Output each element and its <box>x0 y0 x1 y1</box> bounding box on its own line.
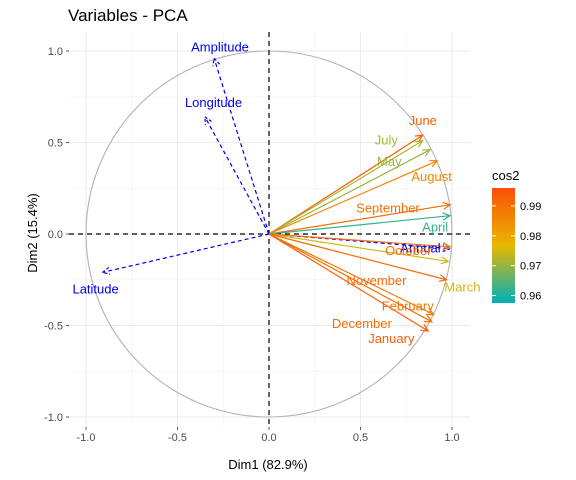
var-february-arrow-shaft <box>268 233 434 316</box>
var-label-april: April <box>422 220 448 235</box>
var-january-arrow-head <box>420 323 430 332</box>
var-label-march: March <box>444 279 480 294</box>
var-june-arrow-shaft <box>268 134 424 235</box>
var-september-arrow-head <box>442 201 452 210</box>
var-july-arrow-head <box>414 139 424 148</box>
supp-longitude-arrow <box>204 115 270 235</box>
var-label-june: June <box>409 113 437 128</box>
var-september-arrow <box>268 201 452 235</box>
y-axis-label: Dim2 (15.4%) <box>25 193 40 272</box>
var-april-arrow <box>268 212 452 235</box>
var-label-january: January <box>368 331 415 346</box>
var-june-arrow <box>268 134 424 235</box>
chart-title: Variables - PCA <box>68 6 188 25</box>
x-tick-label: 1.0 <box>444 432 459 444</box>
supp-longitude-arrow-head <box>204 115 212 125</box>
var-label-august: August <box>411 169 452 184</box>
supp-amplitude-arrow <box>212 57 270 235</box>
y-tick-label: -1.0 <box>44 412 63 424</box>
cos2-legend: cos2 0.96 0.97 0.98 0.99 <box>492 168 541 303</box>
x-axis-label: Dim1 (82.9%) <box>228 457 307 472</box>
legend-tick-label: 0.98 <box>520 231 541 243</box>
y-tick-label: 1.0 <box>48 46 63 58</box>
var-february-arrow-head <box>425 307 435 316</box>
var-january-arrow-shaft <box>268 233 429 332</box>
var-label-may: May <box>377 154 402 169</box>
legend-tick-label: 0.99 <box>520 201 541 213</box>
supp-amplitude-arrow-shaft <box>213 58 270 235</box>
var-march-arrow-shaft <box>268 233 449 263</box>
supp-latitude-arrow-head <box>101 266 111 275</box>
var-august-arrow-head <box>429 159 439 168</box>
var-may-arrow-head <box>422 149 432 157</box>
var-november-arrow-shaft <box>268 233 447 281</box>
var-march-arrow-head <box>440 256 450 265</box>
legend-colorbar <box>492 188 515 303</box>
var-august-arrow <box>268 159 439 235</box>
var-july-arrow <box>268 139 424 235</box>
x-tick-label: 0.0 <box>261 432 276 444</box>
y-tick-label: -0.5 <box>44 321 63 333</box>
var-december-arrow <box>268 233 434 323</box>
x-tick-label: 0.5 <box>353 432 368 444</box>
supp-latitude-arrow <box>101 233 270 275</box>
var-june-arrow-head <box>414 134 424 143</box>
var-august-arrow-shaft <box>268 160 438 235</box>
var-april-arrow-head <box>442 212 452 221</box>
legend-tick-label: 0.96 <box>520 291 541 303</box>
var-december-arrow-head <box>423 315 434 323</box>
var-label-september: September <box>356 201 420 216</box>
var-label-november: November <box>347 273 408 288</box>
var-february-arrow <box>268 233 435 316</box>
var-label-december: December <box>332 316 393 331</box>
var-november-arrow-head <box>438 274 448 282</box>
var-december-arrow-shaft <box>268 233 433 323</box>
var-march-arrow <box>268 233 450 265</box>
supp-amplitude-arrow-head <box>212 57 221 67</box>
legend-title: cos2 <box>492 168 519 183</box>
x-tick-label: -1.0 <box>77 432 96 444</box>
supp-label-amplitude: Amplitude <box>191 39 249 54</box>
plot-area: -1.0 -0.5 0.0 0.5 1.0 -1.0 -0.5 0.0 0.5 1.0 Amplit… <box>44 32 480 444</box>
var-may-arrow-shaft <box>268 149 431 235</box>
supp-longitude-arrow-shaft <box>204 116 270 235</box>
var-label-february: February <box>382 299 435 314</box>
var-october-arrow <box>268 233 452 251</box>
y-tick-label: 0.5 <box>48 138 63 150</box>
x-tick-label: -0.5 <box>168 432 187 444</box>
var-april-arrow-shaft <box>268 215 451 235</box>
var-october-arrow-head <box>442 242 452 251</box>
var-label-october: October <box>385 243 432 258</box>
y-tick-label: 0.0 <box>48 229 63 241</box>
supp-latitude-arrow-shaft <box>102 233 270 274</box>
var-july-arrow-shaft <box>268 140 424 235</box>
var-november-arrow <box>268 233 448 282</box>
supp-annual-arrow-head <box>442 244 452 253</box>
var-may-arrow <box>268 149 432 235</box>
var-october-arrow-shaft <box>268 233 451 248</box>
var-september-arrow-shaft <box>268 204 451 235</box>
var-label-july: July <box>375 133 399 148</box>
legend-tick-label: 0.97 <box>520 261 541 273</box>
supp-label-latitude: Latitude <box>72 281 118 296</box>
var-january-arrow <box>268 233 430 332</box>
supp-label-annual: Annual <box>400 241 441 256</box>
supp-label-longitude: Longitude <box>185 95 242 110</box>
